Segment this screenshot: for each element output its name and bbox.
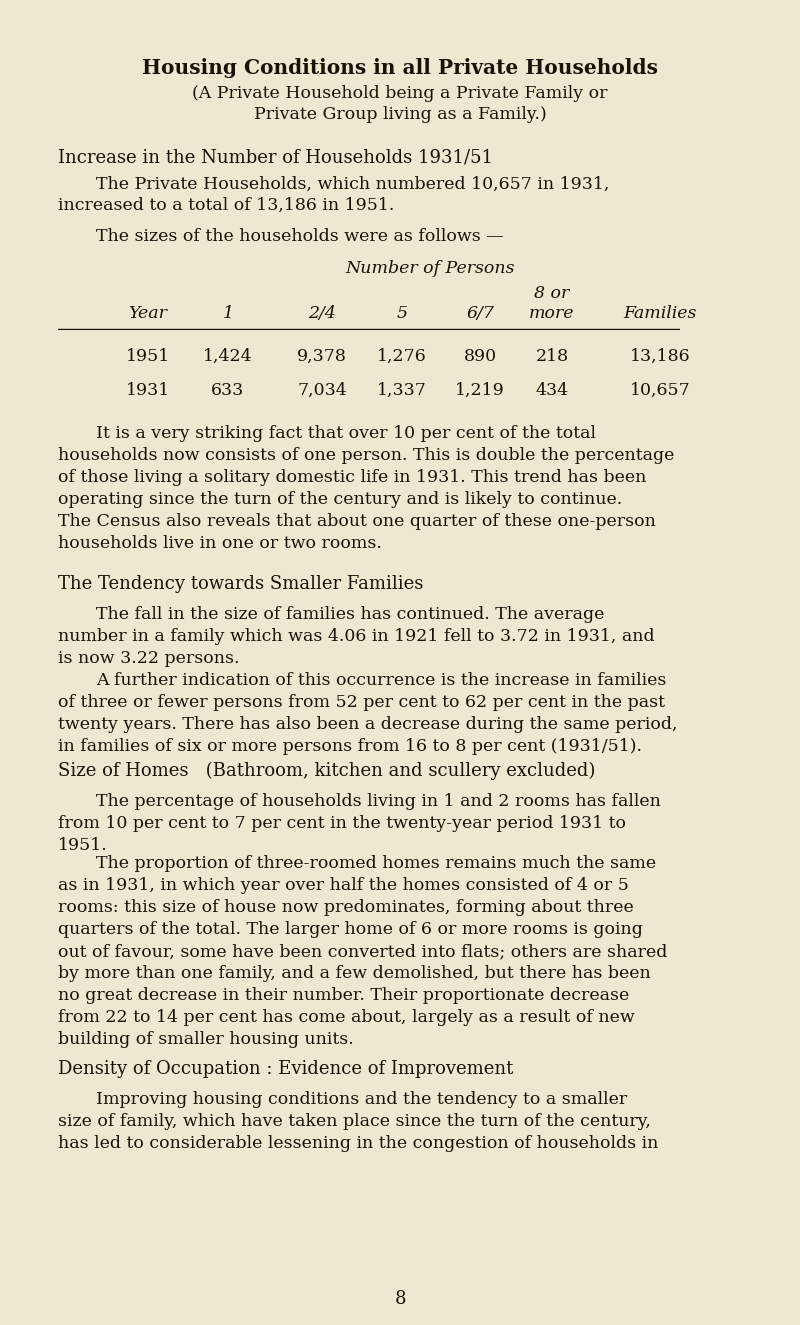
Text: The Census also reveals that about one quarter of these one-person: The Census also reveals that about one q… [58,513,656,530]
Text: rooms: this size of house now predominates, forming about three: rooms: this size of house now predominat… [58,898,634,916]
Text: increased to a total of 13,186 in 1951.: increased to a total of 13,186 in 1951. [58,197,394,215]
Text: Year: Year [129,305,167,322]
Text: 13,186: 13,186 [630,348,690,364]
Text: Size of Homes   (Bathroom, kitchen and scullery excluded): Size of Homes (Bathroom, kitchen and scu… [58,762,595,780]
Text: Housing Conditions in all Private Households: Housing Conditions in all Private Househ… [142,58,658,78]
Text: 8 or: 8 or [534,285,570,302]
Text: 8: 8 [394,1291,406,1308]
Text: twenty years. There has also been a decrease during the same period,: twenty years. There has also been a decr… [58,716,678,733]
Text: The Private Households, which numbered 10,657 in 1931,: The Private Households, which numbered 1… [96,176,610,193]
Text: 1,219: 1,219 [455,382,505,399]
Text: operating since the turn of the century and is likely to continue.: operating since the turn of the century … [58,492,622,507]
Text: 434: 434 [535,382,569,399]
Text: Number of Persons: Number of Persons [346,260,514,277]
Text: no great decrease in their number. Their proportionate decrease: no great decrease in their number. Their… [58,987,630,1004]
Text: 10,657: 10,657 [630,382,690,399]
Text: 1931: 1931 [126,382,170,399]
Text: The Tendency towards Smaller Families: The Tendency towards Smaller Families [58,575,423,594]
Text: quarters of the total. The larger home of 6 or more rooms is going: quarters of the total. The larger home o… [58,921,643,938]
Text: Private Group living as a Family.): Private Group living as a Family.) [254,106,546,123]
Text: is now 3.22 persons.: is now 3.22 persons. [58,651,239,666]
Text: households live in one or two rooms.: households live in one or two rooms. [58,535,382,553]
Text: number in a family which was 4.06 in 1921 fell to 3.72 in 1931, and: number in a family which was 4.06 in 192… [58,628,654,645]
Text: Increase in the Number of Households 1931/51: Increase in the Number of Households 193… [58,148,493,166]
Text: by more than one family, and a few demolished, but there has been: by more than one family, and a few demol… [58,965,650,982]
Text: Density of Occupation : Evidence of Improvement: Density of Occupation : Evidence of Impr… [58,1060,514,1079]
Text: 6/7: 6/7 [466,305,494,322]
Text: Improving housing conditions and the tendency to a smaller: Improving housing conditions and the ten… [96,1090,627,1108]
Text: households now consists of one person. This is double the percentage: households now consists of one person. T… [58,447,674,464]
Text: The proportion of three-roomed homes remains much the same: The proportion of three-roomed homes rem… [96,855,656,872]
Text: 1: 1 [222,305,234,322]
Text: 1,424: 1,424 [203,348,253,364]
Text: of those living a solitary domestic life in 1931. This trend has been: of those living a solitary domestic life… [58,469,646,486]
Text: Families: Families [623,305,697,322]
Text: from 10 per cent to 7 per cent in the twenty-year period 1931 to: from 10 per cent to 7 per cent in the tw… [58,815,626,832]
Text: size of family, which have taken place since the turn of the century,: size of family, which have taken place s… [58,1113,651,1130]
Text: 5: 5 [397,305,407,322]
Text: 890: 890 [463,348,497,364]
Text: out of favour, some have been converted into flats; others are shared: out of favour, some have been converted … [58,943,667,961]
Text: from 22 to 14 per cent has come about, largely as a result of new: from 22 to 14 per cent has come about, l… [58,1010,634,1026]
Text: 1951: 1951 [126,348,170,364]
Text: A further indication of this occurrence is the increase in families: A further indication of this occurrence … [96,672,666,689]
Text: (A Private Household being a Private Family or: (A Private Household being a Private Fam… [192,85,608,102]
Text: 1,276: 1,276 [377,348,427,364]
Text: The sizes of the households were as follows —: The sizes of the households were as foll… [96,228,504,245]
Text: The fall in the size of families has continued. The average: The fall in the size of families has con… [96,606,604,623]
Text: more: more [530,305,574,322]
Text: 1951.: 1951. [58,837,108,855]
Text: has led to considerable lessening in the congestion of households in: has led to considerable lessening in the… [58,1136,658,1151]
Text: 9,378: 9,378 [297,348,347,364]
Text: of three or fewer persons from 52 per cent to 62 per cent in the past: of three or fewer persons from 52 per ce… [58,694,665,712]
Text: 2/4: 2/4 [308,305,336,322]
Text: 1,337: 1,337 [377,382,427,399]
Text: 218: 218 [535,348,569,364]
Text: 633: 633 [211,382,245,399]
Text: building of smaller housing units.: building of smaller housing units. [58,1031,354,1048]
Text: The percentage of households living in 1 and 2 rooms has fallen: The percentage of households living in 1… [96,792,661,810]
Text: in families of six or more persons from 16 to 8 per cent (1931/51).: in families of six or more persons from … [58,738,642,755]
Text: as in 1931, in which year over half the homes consisted of 4 or 5: as in 1931, in which year over half the … [58,877,629,894]
Text: 7,034: 7,034 [297,382,347,399]
Text: It is a very striking fact that over 10 per cent of the total: It is a very striking fact that over 10 … [96,425,596,443]
